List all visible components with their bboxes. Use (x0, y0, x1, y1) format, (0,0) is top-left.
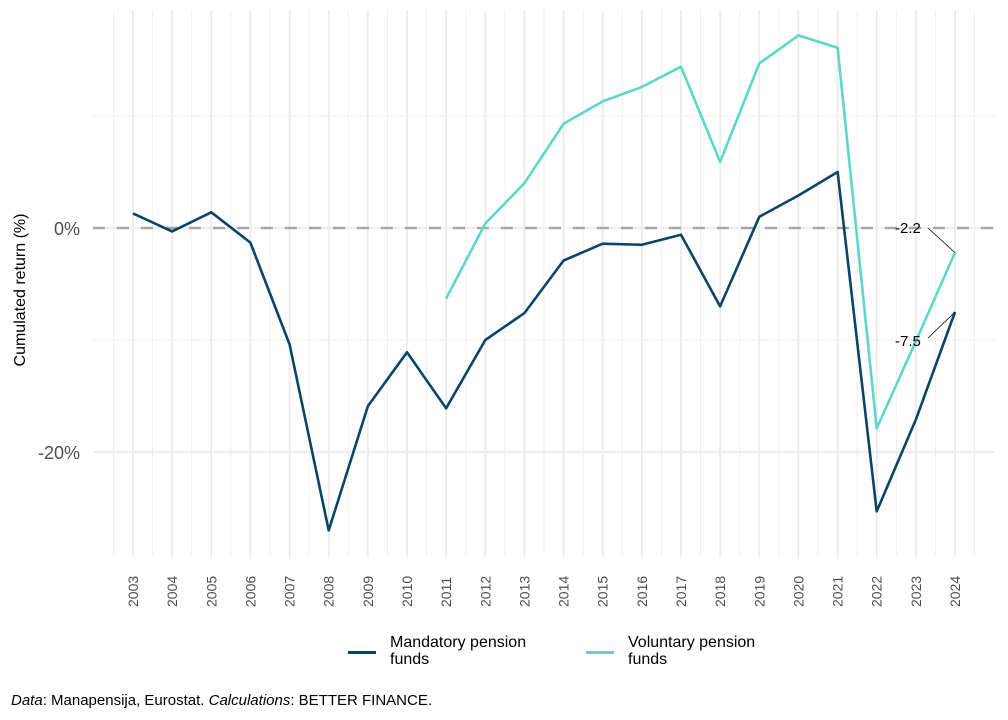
x-tick-label: 2003 (125, 576, 141, 607)
x-tick-label: 2019 (751, 576, 767, 607)
legend-label-line: funds (628, 651, 668, 668)
x-tick-label: 2020 (790, 576, 806, 607)
x-tick-label: 2004 (164, 576, 180, 607)
caption-data-text: : Manapensija, Eurostat. (42, 692, 209, 709)
x-tick-label: 2018 (712, 576, 728, 607)
x-tick-label: 2009 (360, 576, 376, 607)
series-line-voluntary (444, 34, 957, 430)
legend-item-mandatory[interactable]: Mandatory pension funds (348, 634, 560, 668)
x-tick-label: 2006 (242, 576, 258, 607)
x-tick-label: 2014 (556, 576, 572, 607)
data-label: -7.5 (895, 333, 921, 350)
y-tick-label: 0% (54, 219, 80, 239)
legend-label-line: Mandatory pension (390, 634, 527, 651)
x-tick-label: 2021 (830, 576, 846, 607)
x-tick-label: 2013 (516, 576, 532, 607)
legend-key-voluntary (586, 651, 614, 654)
legend-label-line: Voluntary pension (628, 634, 756, 651)
y-axis-label: Cumulated return (%) (12, 214, 29, 367)
legend-key-mandatory (348, 651, 376, 654)
annotation-leader (927, 227, 956, 253)
annotations: -2.2 -7.5 (895, 220, 956, 350)
series-lines (132, 34, 957, 532)
x-tick-label: 2024 (947, 576, 963, 607)
x-tick-label: 2017 (673, 576, 689, 607)
x-tick-label: 2022 (869, 576, 885, 607)
x-tick-label: 2005 (203, 576, 219, 607)
x-tick-label: 2011 (438, 577, 454, 607)
x-tick-label: 2016 (634, 576, 650, 607)
caption-calc-text: : BETTER FINANCE. (290, 692, 433, 709)
legend-item-voluntary[interactable]: Voluntary pension funds (586, 634, 798, 668)
x-tick-label: 2007 (282, 576, 298, 607)
caption: Data: Manapensija, Eurostat. Calculation… (11, 692, 432, 709)
x-tick-label: 2015 (595, 576, 611, 607)
annotation-leader (927, 311, 956, 339)
legend-label-mandatory: Mandatory pension funds (390, 634, 560, 668)
series-line-mandatory (132, 170, 957, 532)
x-axis-ticks: 2003 2004 2005 2006 2007 2008 2009 2010 2011 2012… (125, 555, 963, 607)
legend-label-line: funds (390, 651, 430, 668)
legend: Mandatory pension funds Voluntary pensio… (348, 634, 798, 668)
x-tick-label: 2008 (321, 576, 337, 607)
legend-label-voluntary: Voluntary pension funds (628, 634, 798, 668)
data-label: -2.2 (895, 220, 921, 237)
x-tick-label: 2010 (399, 576, 415, 607)
x-tick-label: 2023 (908, 576, 924, 607)
caption-calc-label: Calculations (208, 692, 291, 709)
y-tick-label: -20% (38, 443, 80, 463)
x-tick-label: 2012 (477, 576, 493, 607)
gridlines (93, 10, 995, 555)
y-axis-ticks: 0% -20% (38, 219, 80, 463)
caption-data-label: Data (11, 692, 43, 709)
